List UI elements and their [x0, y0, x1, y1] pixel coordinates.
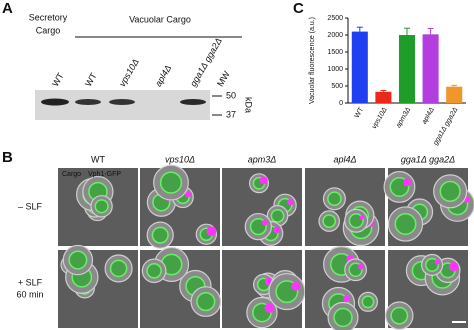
y-tick-label: 1000	[327, 66, 343, 73]
vacuole	[348, 213, 364, 229]
x-tick-label: WT	[354, 106, 366, 120]
bands	[41, 95, 222, 116]
row-label: – SLF	[18, 201, 43, 211]
vacuole	[394, 213, 417, 235]
x-tick-label: apm3Δ	[395, 106, 412, 129]
bar	[398, 35, 416, 103]
micrograph	[222, 168, 302, 246]
vacuole	[390, 306, 409, 325]
vacuole	[94, 199, 109, 214]
y-tick-label: 1500	[327, 49, 343, 56]
lane-label: WT	[83, 71, 99, 89]
micrograph	[222, 250, 306, 329]
vacuole	[196, 291, 216, 312]
x-tick-label: vps10Δ	[371, 106, 389, 130]
micrograph	[383, 168, 474, 246]
column-label: WT	[91, 154, 105, 164]
y-axis-label: Vacuolar fluorescence (a.u.)	[309, 17, 316, 104]
cargo	[449, 262, 459, 272]
column-label: apl4Δ	[333, 154, 356, 164]
lane-label: WT	[50, 71, 66, 89]
marker-label: 50	[226, 90, 236, 100]
vacuole	[109, 259, 128, 278]
column-label: apm3Δ	[248, 154, 277, 164]
cargo	[358, 263, 364, 270]
lane-label: apl4Δ	[153, 63, 173, 88]
secretory-label: Secretory	[29, 12, 68, 22]
vacuole	[151, 226, 169, 244]
cargo	[403, 178, 412, 187]
vacuole	[327, 191, 342, 207]
vacuole	[159, 171, 183, 194]
panel-label: B	[2, 149, 13, 166]
blot	[35, 90, 210, 120]
secretory-label: Cargo	[36, 25, 61, 35]
micrograph	[58, 168, 138, 246]
x-tick-label: apl4Δ	[421, 106, 436, 125]
marker-label: 37	[226, 109, 236, 119]
cargo	[287, 198, 294, 206]
cargo	[184, 190, 192, 198]
legend-entry: Cargo	[62, 171, 81, 178]
cargo	[359, 215, 364, 220]
panel-label: A	[2, 0, 13, 17]
vacuolar-label: Vacuolar Cargo	[129, 14, 191, 24]
bar	[351, 31, 368, 104]
marker-unit: kDa	[244, 97, 254, 113]
cargo	[259, 176, 268, 185]
cargo	[262, 219, 268, 226]
vacuole	[322, 214, 337, 228]
row-label: + SLF	[18, 277, 43, 287]
lane-label: vps10Δ	[117, 57, 141, 88]
bar	[422, 34, 439, 103]
vacuole	[68, 250, 88, 270]
vacuole	[333, 307, 353, 328]
vacuole	[270, 208, 285, 223]
x-tick-label: gga1Δ gga2Δ	[432, 106, 459, 146]
cargo	[264, 303, 275, 313]
micrograph	[58, 244, 138, 328]
row-label: 60 min	[16, 289, 43, 299]
bar	[375, 91, 392, 103]
cargo	[434, 259, 441, 265]
micrograph	[385, 250, 468, 330]
vacuole	[146, 263, 162, 279]
micrograph	[305, 168, 385, 247]
y-tick-label: 500	[331, 83, 343, 90]
micrograph	[305, 246, 385, 330]
micrograph	[140, 246, 222, 328]
vacuole	[439, 180, 461, 202]
y-tick-label: 0	[339, 100, 343, 107]
cargo	[343, 295, 350, 303]
cargo	[291, 281, 301, 291]
column-label: gga1Δ gga2Δ	[401, 154, 455, 164]
column-label: vps10Δ	[165, 154, 195, 164]
bar	[446, 86, 463, 103]
legend-entry: Vph1-GFP	[88, 171, 121, 178]
y-tick-label: 2000	[327, 32, 343, 39]
y-tick-label: 2500	[327, 15, 343, 22]
cargo	[206, 226, 217, 237]
vacuole	[361, 295, 375, 309]
panel-label: C	[293, 0, 304, 17]
cargo	[273, 226, 281, 234]
micrograph	[140, 164, 220, 249]
lane-label: MW	[215, 69, 232, 88]
